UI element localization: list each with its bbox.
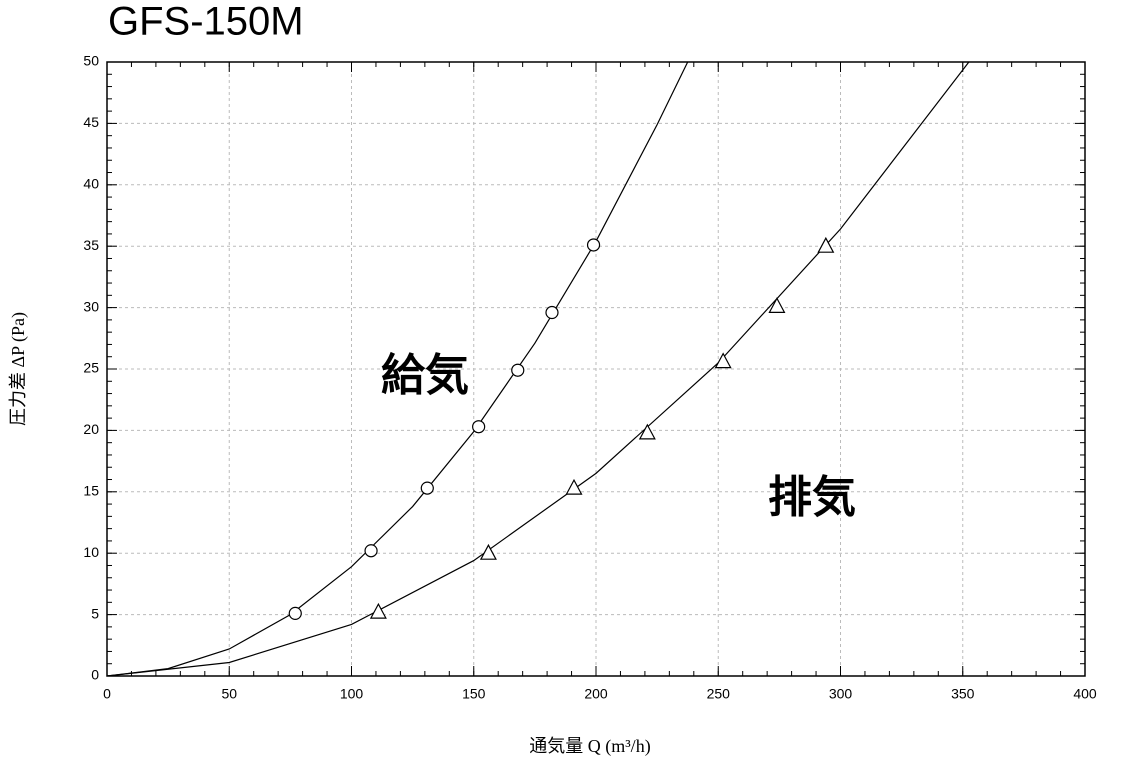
x-tick-label: 100: [340, 686, 364, 702]
y-tick-label: 30: [83, 298, 99, 314]
x-tick-label: 400: [1073, 686, 1097, 702]
marker: [638, 423, 656, 440]
marker: [586, 238, 601, 252]
y-tick-label: 50: [83, 53, 99, 69]
series-label: 給気: [381, 350, 469, 401]
y-tick-label: 15: [83, 483, 99, 499]
marker: [472, 420, 486, 434]
marker: [479, 543, 497, 560]
y-tick-label: 0: [91, 667, 99, 683]
x-tick-label: 300: [829, 686, 853, 702]
y-tick-label: 5: [91, 605, 99, 621]
marker: [369, 602, 387, 619]
y-axis-label: 圧力差 ΔP (Pa): [8, 312, 29, 426]
marker: [714, 352, 732, 369]
x-tick-label: 50: [221, 686, 237, 702]
y-tick-label: 25: [83, 360, 99, 376]
plot-area: [107, 62, 970, 676]
marker: [545, 305, 559, 320]
y-tick-label: 40: [83, 176, 99, 192]
x-tick-label: 200: [584, 686, 608, 702]
y-tick-label: 20: [83, 421, 99, 437]
y-tick-label: 35: [83, 237, 99, 253]
fit-curve: [107, 62, 689, 676]
marker: [420, 481, 434, 495]
x-tick-label: 350: [951, 686, 975, 702]
marker: [288, 606, 302, 620]
marker: [768, 297, 786, 313]
plot-frame: [106, 61, 1086, 677]
x-tick-label: 250: [707, 686, 731, 702]
marker: [565, 478, 583, 495]
y-tick-label: 45: [83, 114, 99, 130]
y-tick-label: 10: [83, 544, 99, 560]
x-axis-label: 通気量 Q (m³/h): [529, 736, 650, 757]
chart-title: GFS-150M: [108, 0, 304, 44]
marker: [817, 236, 835, 253]
series-label: 排気: [768, 472, 856, 523]
marker: [511, 363, 525, 377]
x-tick-label: 0: [103, 686, 111, 702]
marker: [364, 544, 378, 558]
x-tick-label: 150: [462, 686, 486, 702]
